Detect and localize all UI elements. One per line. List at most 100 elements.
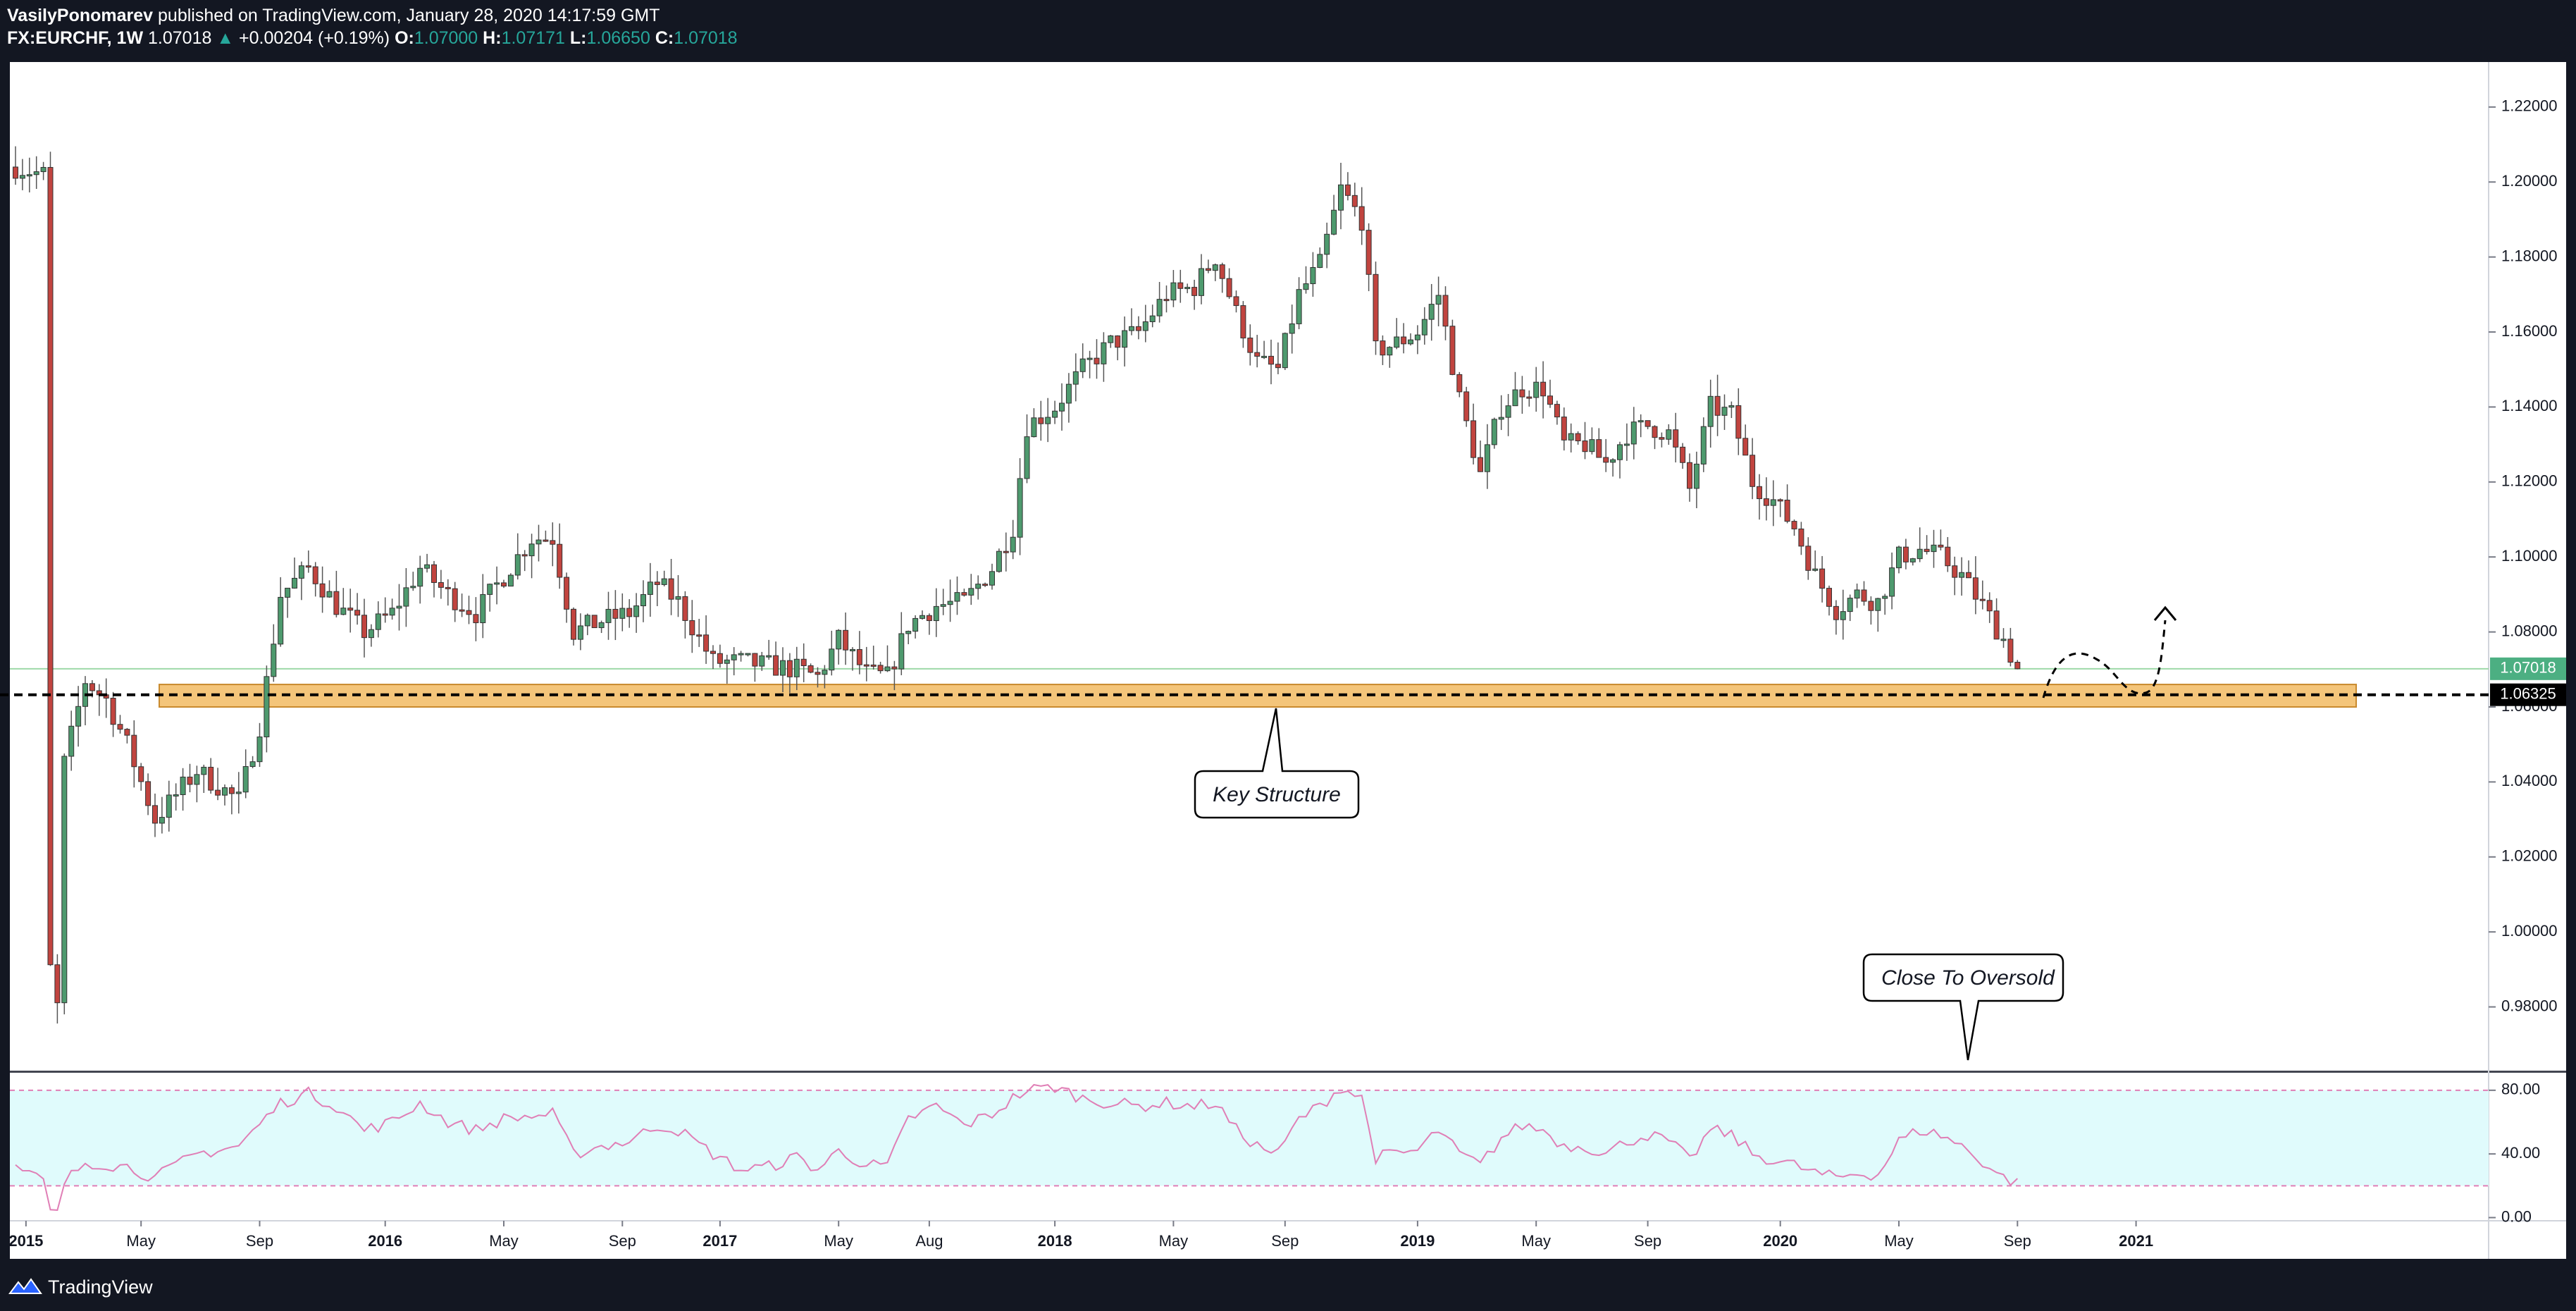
candle bbox=[1184, 283, 1191, 293]
candle bbox=[1659, 432, 1665, 448]
candle bbox=[717, 644, 723, 668]
candle bbox=[194, 765, 200, 803]
rsi-tick-label: 40.00 bbox=[2501, 1144, 2540, 1162]
candle bbox=[1777, 498, 1783, 517]
author-name[interactable]: VasilyPonomarev bbox=[7, 6, 154, 25]
candle bbox=[1687, 453, 1692, 502]
candle bbox=[445, 579, 451, 606]
candle bbox=[912, 615, 919, 639]
time-tick-label: May bbox=[1159, 1232, 1189, 1250]
close-label: C: bbox=[655, 28, 674, 48]
time-tick-label: Sep bbox=[2004, 1232, 2031, 1250]
candle bbox=[1533, 367, 1540, 412]
candle bbox=[1463, 386, 1470, 427]
candle bbox=[159, 796, 165, 834]
candle bbox=[1380, 335, 1386, 365]
low-value: 1.06650 bbox=[586, 28, 650, 48]
candle bbox=[1456, 371, 1463, 398]
candle bbox=[514, 533, 521, 580]
candle bbox=[319, 566, 326, 613]
price-tick-label: 1.22000 bbox=[2501, 97, 2558, 115]
candle bbox=[1079, 343, 1086, 378]
candle bbox=[550, 522, 556, 567]
price-tick-label: 1.02000 bbox=[2501, 847, 2558, 865]
candle bbox=[1470, 403, 1477, 464]
time-axis[interactable] bbox=[10, 1221, 2566, 1259]
candles-layer bbox=[13, 146, 2021, 1024]
footer-branding[interactable]: TradingView bbox=[8, 1273, 153, 1301]
candle bbox=[557, 523, 563, 589]
candle bbox=[1673, 412, 1679, 463]
candle bbox=[1610, 458, 1616, 477]
candle bbox=[1652, 425, 1658, 450]
candle bbox=[249, 756, 256, 768]
candle bbox=[47, 152, 54, 966]
time-tick-label: Sep bbox=[609, 1232, 636, 1250]
brand-name: TradingView bbox=[48, 1276, 153, 1298]
candle bbox=[843, 613, 849, 665]
candle bbox=[152, 793, 158, 837]
time-tick-label: 2018 bbox=[1038, 1232, 1072, 1250]
price-tick-label: 1.18000 bbox=[2501, 247, 2558, 264]
candle bbox=[703, 615, 710, 664]
candle bbox=[836, 629, 842, 665]
candle bbox=[1784, 484, 1790, 524]
candle bbox=[1945, 536, 1951, 572]
rsi-tick-label: 80.00 bbox=[2501, 1081, 2540, 1098]
price-tick-label: 1.14000 bbox=[2501, 397, 2558, 414]
candle bbox=[382, 597, 388, 623]
candle bbox=[1233, 290, 1239, 313]
candle bbox=[1351, 183, 1358, 217]
candle bbox=[110, 691, 116, 737]
candle bbox=[989, 563, 995, 590]
candle bbox=[1979, 580, 1986, 610]
candle bbox=[1986, 592, 1993, 623]
candle bbox=[1324, 222, 1330, 269]
candle bbox=[487, 583, 493, 612]
candle bbox=[1721, 394, 1728, 430]
candle bbox=[1763, 477, 1769, 521]
candle bbox=[480, 574, 486, 639]
candle bbox=[1052, 400, 1058, 424]
price-tick-label: 1.10000 bbox=[2501, 547, 2558, 565]
candle bbox=[1373, 261, 1379, 355]
candle bbox=[13, 146, 18, 185]
candle bbox=[1094, 339, 1100, 379]
candle bbox=[1344, 172, 1351, 201]
candle bbox=[1303, 266, 1309, 294]
candle bbox=[40, 161, 47, 180]
price-tick-label: 1.20000 bbox=[2501, 172, 2558, 190]
candle bbox=[264, 665, 270, 753]
candle bbox=[605, 591, 612, 640]
candle bbox=[54, 954, 61, 1024]
candle bbox=[1101, 332, 1107, 382]
callout-key-structure[interactable]: Key Structure bbox=[1194, 708, 1360, 819]
last-price-label: 1.07018 bbox=[2500, 659, 2556, 677]
candle bbox=[2007, 627, 2014, 667]
candle bbox=[1498, 395, 1504, 431]
time-tick-label: 2020 bbox=[1763, 1232, 1797, 1250]
candle bbox=[1282, 332, 1288, 370]
candle bbox=[1645, 420, 1651, 430]
candle bbox=[1108, 335, 1114, 348]
candle bbox=[26, 157, 32, 192]
support-price-label-badge: 1.06325 bbox=[2490, 683, 2566, 706]
candle bbox=[459, 593, 465, 617]
candle bbox=[438, 570, 444, 599]
symbol-name[interactable]: FX:EURCHF, 1W bbox=[7, 28, 144, 48]
candle bbox=[1135, 316, 1141, 340]
candle bbox=[1435, 276, 1442, 326]
candle bbox=[285, 587, 291, 618]
candle bbox=[208, 758, 214, 794]
candle bbox=[1387, 346, 1393, 368]
candle bbox=[856, 631, 862, 675]
candle bbox=[1024, 414, 1030, 484]
callout-close-to-oversold[interactable]: Close To Oversold bbox=[1862, 953, 2064, 1061]
candle bbox=[466, 596, 472, 624]
candle bbox=[1680, 443, 1686, 469]
candle bbox=[1317, 247, 1323, 269]
candle bbox=[1268, 339, 1274, 385]
rsi-layer bbox=[15, 1083, 2018, 1211]
candle bbox=[961, 589, 967, 597]
